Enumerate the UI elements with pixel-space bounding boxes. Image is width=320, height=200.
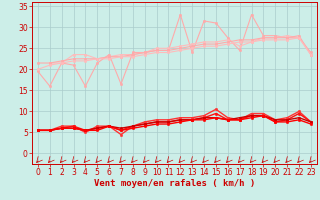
X-axis label: Vent moyen/en rafales ( km/h ): Vent moyen/en rafales ( km/h ) <box>94 179 255 188</box>
